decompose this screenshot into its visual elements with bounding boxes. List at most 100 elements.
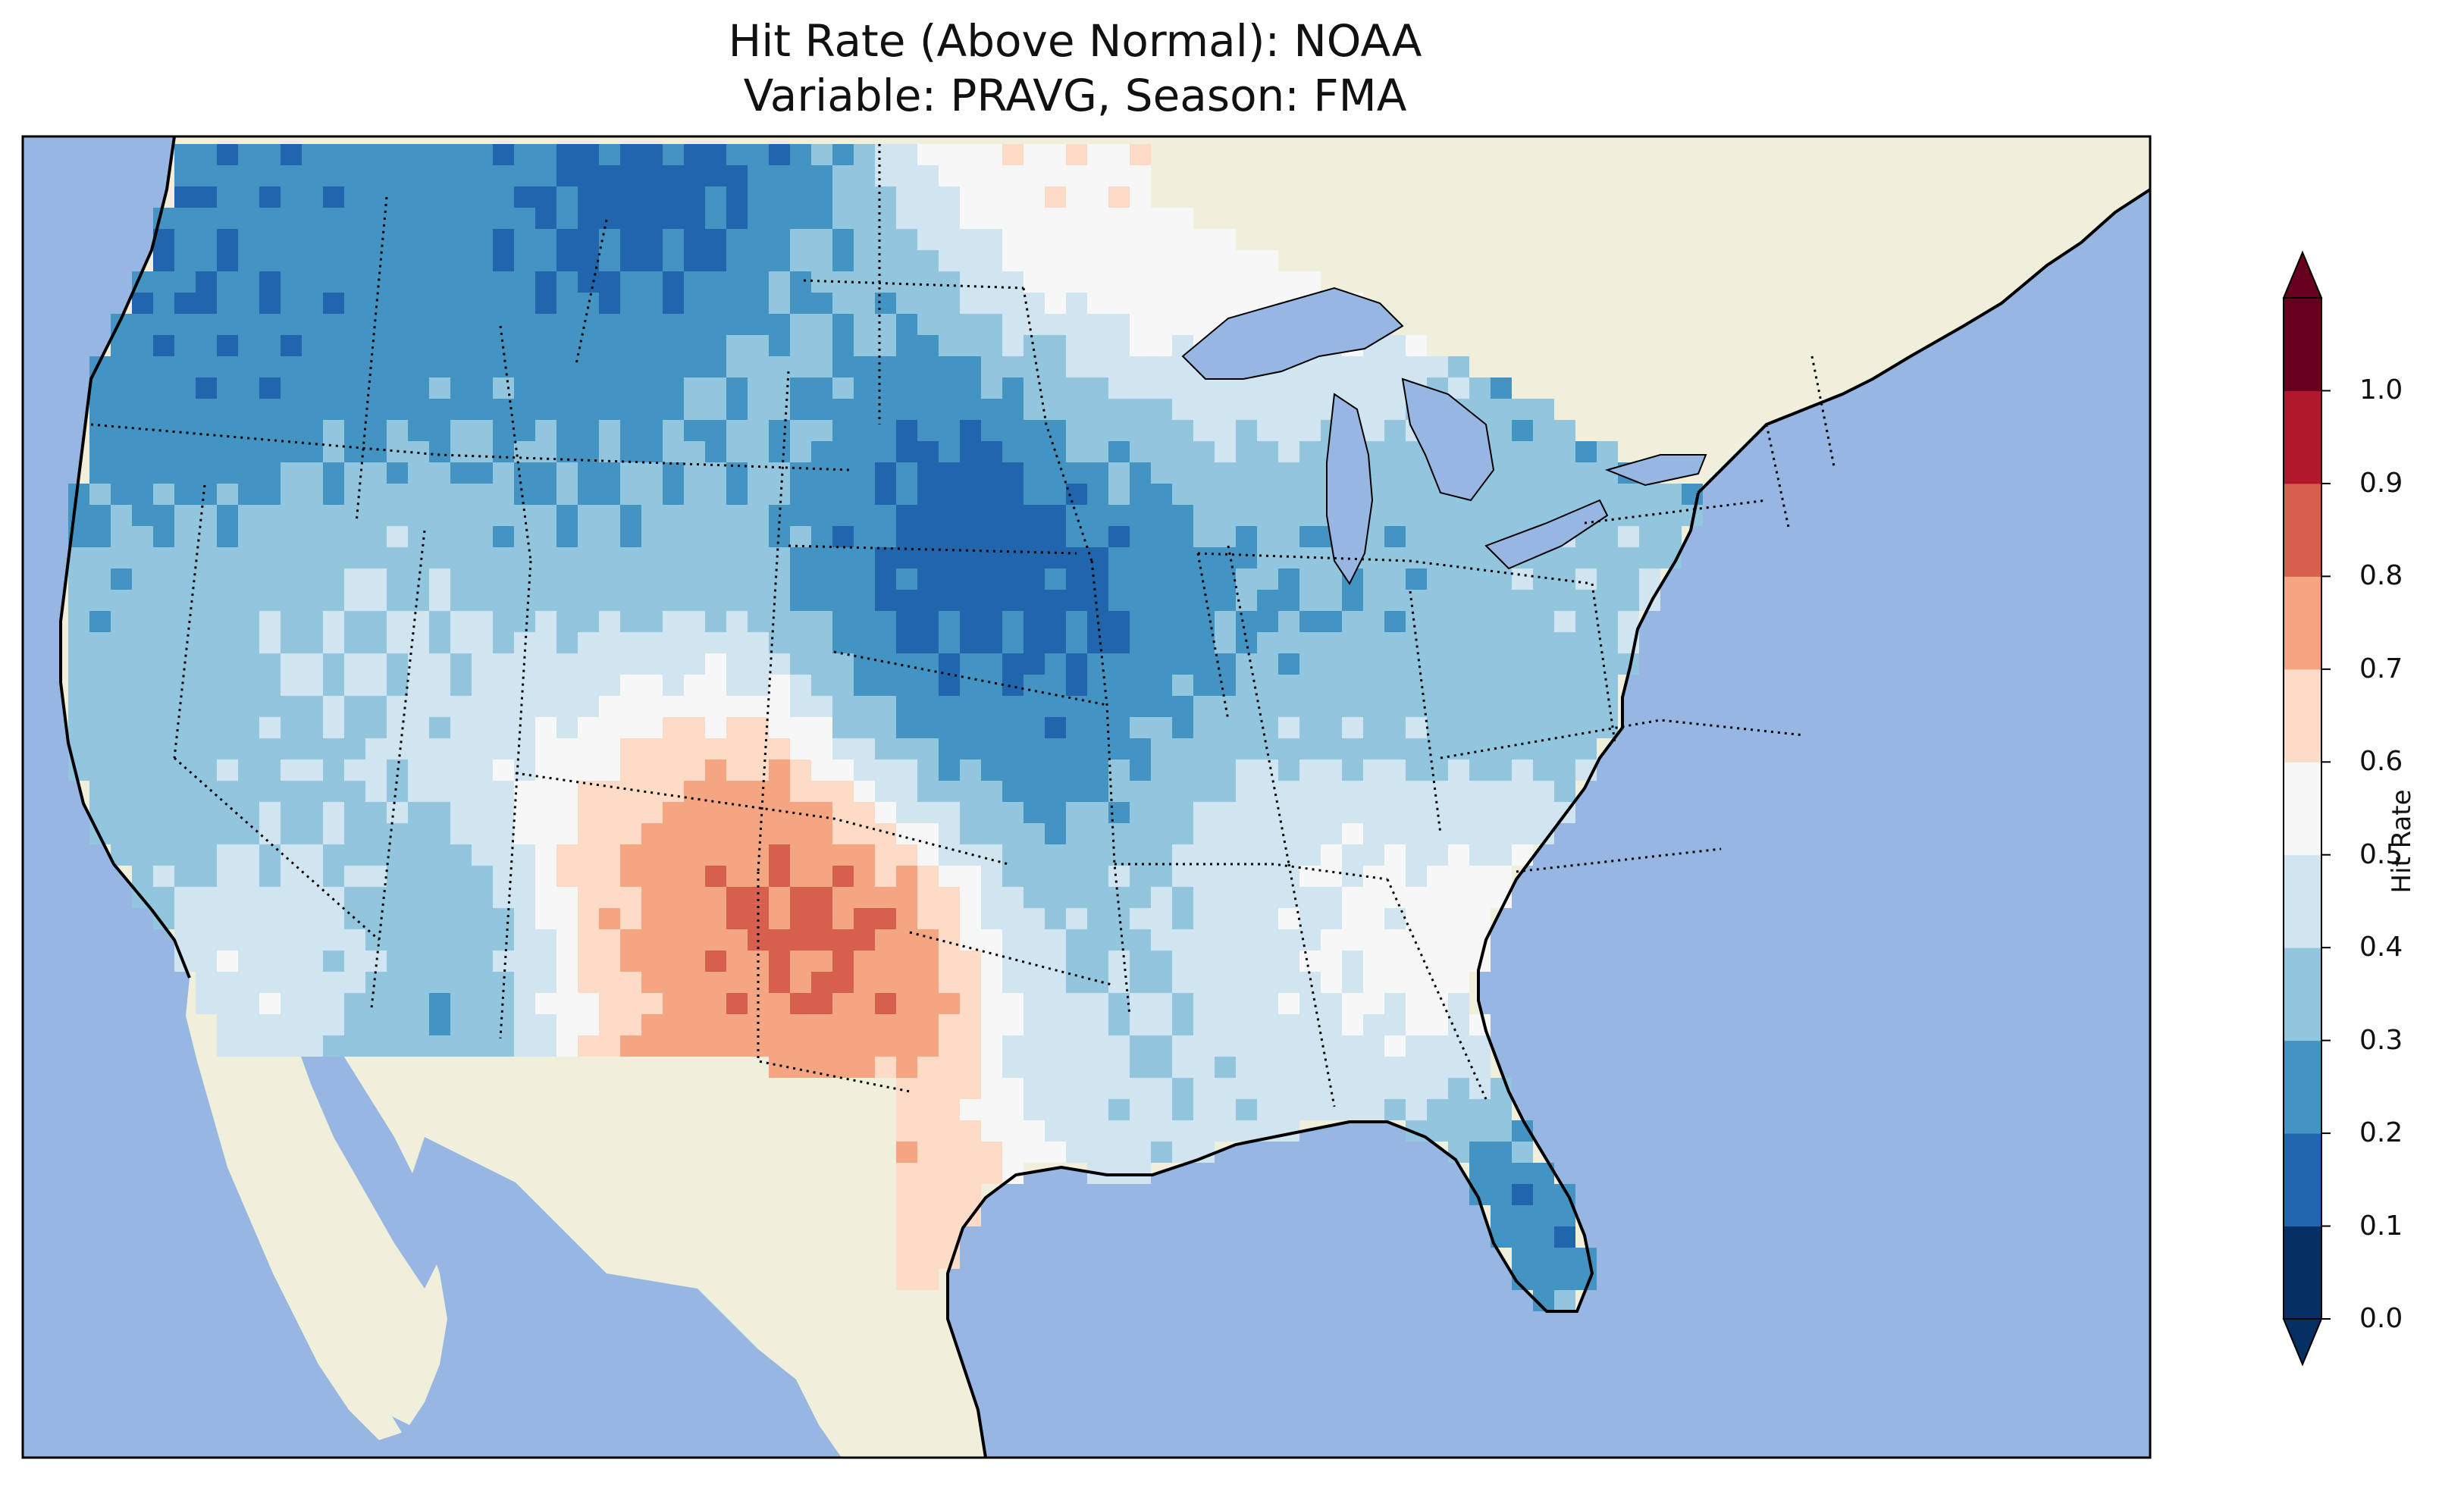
heatmap-cell bbox=[429, 951, 450, 972]
heatmap-cell bbox=[493, 568, 514, 590]
heatmap-cell bbox=[238, 611, 259, 632]
heatmap-cell bbox=[1469, 717, 1491, 738]
heatmap-cell bbox=[663, 505, 684, 526]
heatmap-cell bbox=[599, 568, 620, 590]
heatmap-cell bbox=[981, 1014, 1002, 1035]
heatmap-cell bbox=[960, 208, 981, 229]
heatmap-cell bbox=[1087, 526, 1108, 547]
heatmap-cell bbox=[238, 908, 259, 929]
heatmap-cell bbox=[1215, 823, 1236, 844]
heatmap-cell bbox=[259, 887, 281, 908]
heatmap-cell bbox=[1215, 271, 1236, 293]
heatmap-cell bbox=[1278, 738, 1299, 760]
heatmap-cell bbox=[217, 462, 238, 484]
heatmap-cell bbox=[811, 420, 832, 441]
heatmap-cell bbox=[896, 484, 917, 505]
heatmap-cell bbox=[1363, 590, 1384, 611]
heatmap-cell bbox=[917, 568, 939, 590]
heatmap-cell bbox=[514, 441, 535, 462]
heatmap-cell bbox=[1257, 377, 1278, 399]
heatmap-cell bbox=[217, 335, 238, 356]
heatmap-cell bbox=[748, 887, 769, 908]
heatmap-cell bbox=[238, 356, 259, 377]
heatmap-cell bbox=[302, 887, 323, 908]
heatmap-cell bbox=[1342, 1099, 1363, 1120]
heatmap-cell bbox=[854, 377, 875, 399]
heatmap-cell bbox=[196, 675, 217, 696]
heatmap-cell bbox=[1533, 653, 1554, 675]
heatmap-cell bbox=[217, 823, 238, 844]
heatmap-cell bbox=[854, 823, 875, 844]
heatmap-cell bbox=[917, 1120, 939, 1142]
heatmap-cell bbox=[1024, 1014, 1045, 1035]
heatmap-cell bbox=[556, 293, 578, 314]
heatmap-cell bbox=[323, 165, 344, 186]
heatmap-cell bbox=[450, 951, 472, 972]
heatmap-cell bbox=[196, 484, 217, 505]
heatmap-cell bbox=[726, 1035, 748, 1057]
heatmap-cell bbox=[641, 229, 663, 250]
heatmap-cell bbox=[1427, 590, 1448, 611]
heatmap-cell bbox=[174, 760, 196, 781]
heatmap-cell bbox=[854, 929, 875, 951]
heatmap-cell bbox=[514, 420, 535, 441]
heatmap-cell bbox=[556, 823, 578, 844]
heatmap-cell bbox=[1342, 1057, 1363, 1078]
heatmap-cell bbox=[1172, 632, 1193, 653]
map-frame bbox=[21, 135, 2152, 1459]
heatmap-cell bbox=[1151, 568, 1172, 590]
heatmap-cell bbox=[599, 972, 620, 993]
heatmap-cell bbox=[578, 165, 599, 186]
heatmap-cell bbox=[981, 505, 1002, 526]
heatmap-cell bbox=[1087, 505, 1108, 526]
heatmap-cell bbox=[450, 632, 472, 653]
heatmap-cell bbox=[748, 823, 769, 844]
heatmap-cell bbox=[323, 462, 344, 484]
heatmap-cell bbox=[578, 590, 599, 611]
heatmap-cell bbox=[365, 462, 387, 484]
heatmap-cell bbox=[1491, 1099, 1512, 1120]
heatmap-cell bbox=[811, 526, 832, 547]
heatmap-cell bbox=[832, 335, 854, 356]
heatmap-cell bbox=[1278, 547, 1299, 568]
heatmap-cell bbox=[1406, 760, 1427, 781]
heatmap-cell bbox=[450, 972, 472, 993]
heatmap-cell bbox=[641, 1035, 663, 1057]
heatmap-cell bbox=[832, 568, 854, 590]
heatmap-cell bbox=[790, 250, 811, 271]
heatmap-cell bbox=[1087, 250, 1108, 271]
heatmap-cell bbox=[1236, 568, 1257, 590]
heatmap-cell bbox=[1215, 420, 1236, 441]
heatmap-cell bbox=[917, 887, 939, 908]
heatmap-cell bbox=[1130, 1099, 1151, 1120]
heatmap-cell bbox=[132, 653, 153, 675]
heatmap-cell bbox=[769, 972, 790, 993]
heatmap-cell bbox=[1384, 675, 1406, 696]
heatmap-cell bbox=[939, 484, 960, 505]
heatmap-cell bbox=[1108, 271, 1130, 293]
heatmap-cell bbox=[790, 653, 811, 675]
heatmap-cell bbox=[387, 377, 408, 399]
heatmap-cell bbox=[1363, 1014, 1384, 1035]
heatmap-cell bbox=[1002, 293, 1024, 314]
heatmap-cell bbox=[896, 675, 917, 696]
heatmap-cell bbox=[1321, 1014, 1342, 1035]
heatmap-cell bbox=[1299, 462, 1321, 484]
heatmap-cell bbox=[896, 250, 917, 271]
heatmap-cell bbox=[896, 356, 917, 377]
heatmap-cell bbox=[875, 696, 896, 717]
heatmap-cell bbox=[450, 377, 472, 399]
heatmap-cell bbox=[408, 399, 429, 420]
heatmap-cell bbox=[875, 866, 896, 887]
heatmap-cell bbox=[238, 887, 259, 908]
heatmap-cell bbox=[1427, 1035, 1448, 1057]
heatmap-cell bbox=[832, 887, 854, 908]
heatmap-cell bbox=[1193, 547, 1215, 568]
heatmap-cell bbox=[663, 675, 684, 696]
heatmap-cell bbox=[174, 823, 196, 844]
heatmap-cell bbox=[472, 760, 493, 781]
heatmap-cell bbox=[111, 760, 132, 781]
heatmap-cell bbox=[1257, 653, 1278, 675]
heatmap-cell bbox=[1130, 611, 1151, 632]
heatmap-cell bbox=[854, 335, 875, 356]
